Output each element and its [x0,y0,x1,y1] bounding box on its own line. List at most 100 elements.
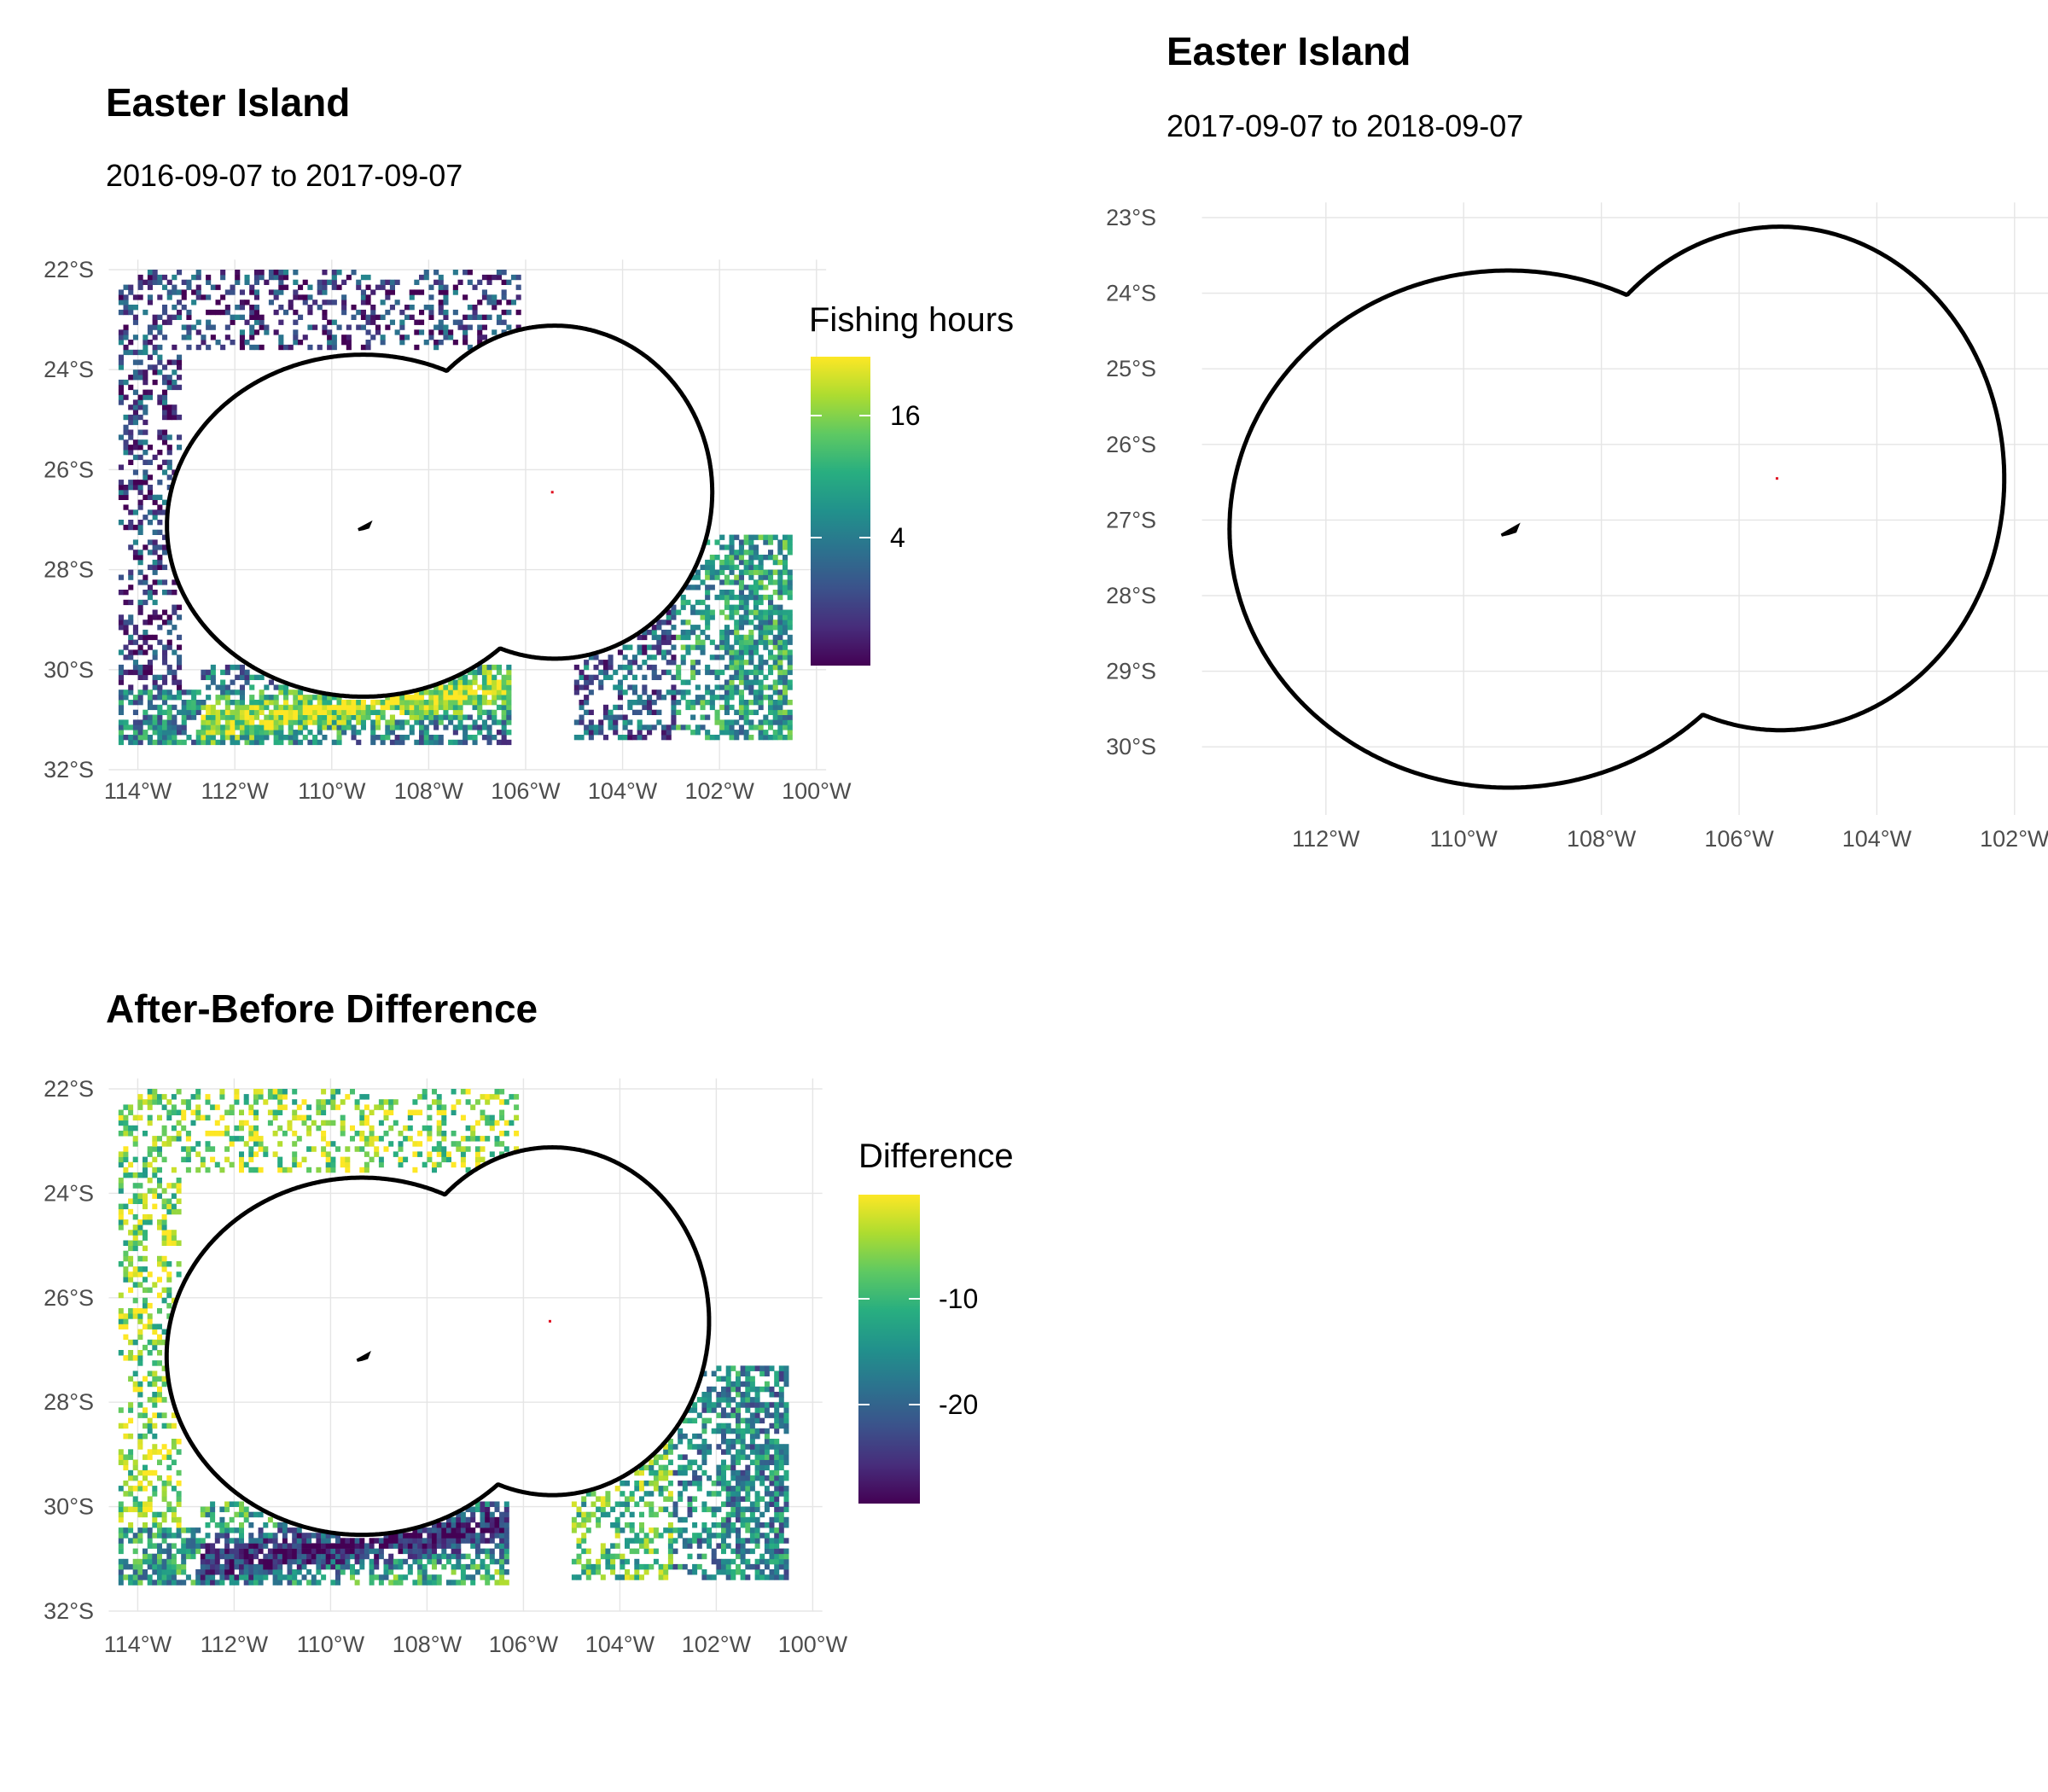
fishing-cell [514,1114,520,1121]
fishing-cell [452,700,458,706]
fishing-cell [714,569,720,575]
fishing-cell [267,1533,273,1539]
fishing-cell [768,614,774,620]
fishing-cell [143,1464,148,1471]
fishing-cell [171,1569,177,1575]
fishing-cell [166,664,172,671]
fishing-cell [123,1558,129,1565]
fishing-cell [331,340,337,346]
fishing-cell [649,1511,655,1518]
fishing-cell [768,609,774,615]
fishing-cell [763,569,769,575]
fishing-cell [736,1516,741,1523]
fishing-cell [489,1114,495,1121]
fishing-cell [783,614,788,620]
fishing-cell [714,719,720,725]
fishing-cell [682,1464,688,1471]
fishing-cell [249,289,255,295]
fishing-cell [610,1522,616,1528]
fishing-cell [467,305,473,311]
fishing-cell [711,1506,717,1513]
fishing-cell [118,309,124,316]
fishing-cell [734,625,740,631]
fishing-cell [515,324,521,330]
fishing-cell [394,279,400,285]
fishing-cell [506,669,512,676]
fishing-cell [132,375,138,381]
fishing-cell [224,1501,230,1507]
fishing-cell [277,1141,283,1147]
fishing-cell [768,700,774,706]
fishing-cell [769,1444,775,1450]
fishing-cell [486,679,492,685]
fishing-cell [448,684,454,690]
fishing-cell [296,1563,302,1570]
fishing-cell [364,1543,369,1549]
fishing-cell [496,319,502,325]
fishing-cell [506,739,512,746]
fishing-cell [166,1553,172,1560]
fishing-cell [147,474,153,480]
fishing-cell [738,639,744,645]
fishing-cell [123,590,129,596]
fishing-cell [132,1183,138,1189]
fishing-cell [137,394,143,400]
fishing-cell [176,1516,182,1523]
fishing-cell [335,1574,340,1580]
fishing-cell [201,340,207,346]
fishing-cell [685,689,691,695]
fishing-cell [687,1501,693,1507]
fishing-cell [639,1538,644,1544]
fishing-cell [162,394,168,400]
fishing-cell [769,1548,775,1555]
fishing-cell [132,1580,138,1585]
fishing-cell [637,634,643,641]
fishing-cell [317,279,323,285]
fishing-cell [707,1538,713,1544]
fishing-cell [268,270,274,276]
fishing-cell [778,1563,784,1570]
fishing-cell [725,1412,731,1418]
fishing-cell [714,714,720,720]
fishing-cell [118,1208,124,1215]
fishing-cell [783,669,788,676]
fishing-cell [147,594,153,601]
fishing-cell [317,724,323,730]
fishing-cell [220,735,226,741]
fishing-cell [783,709,788,715]
fishing-cell [335,1558,340,1565]
fishing-cell [778,1475,784,1481]
fishing-cell [730,1381,736,1388]
fishing-cell [177,314,183,320]
fishing-cell [239,1563,244,1570]
fishing-cell [190,1094,196,1100]
fishing-cell [219,1574,225,1580]
fishing-cell [186,704,192,711]
fishing-cell [696,1433,702,1440]
fishing-cell [128,414,134,421]
fishing-cell [600,1506,606,1513]
fishing-cell [738,599,744,606]
fishing-cell [605,1491,611,1497]
fishing-cell [356,739,362,746]
fishing-cell [642,644,648,650]
fishing-cell [283,695,289,701]
fishing-cell [719,559,725,566]
fishing-cell [374,1538,380,1544]
fishing-cell [769,1386,775,1393]
fishing-cell [573,684,579,690]
fishing-cell [783,544,788,550]
fishing-cell [409,730,415,736]
fishing-cell [293,714,299,720]
fishing-cell [407,1533,413,1539]
fishing-cell [176,1089,182,1095]
fishing-cell [128,1506,134,1513]
fishing-cell [489,1120,495,1126]
fishing-cell [364,1136,369,1142]
fishing-cell [388,1558,394,1565]
fishing-cell [346,714,352,720]
panel-after-subtitle: 2017-09-07 to 2018-09-07 [1167,108,1523,143]
fishing-cell [753,639,759,645]
fishing-cell [452,270,458,276]
fishing-cell [452,709,458,715]
